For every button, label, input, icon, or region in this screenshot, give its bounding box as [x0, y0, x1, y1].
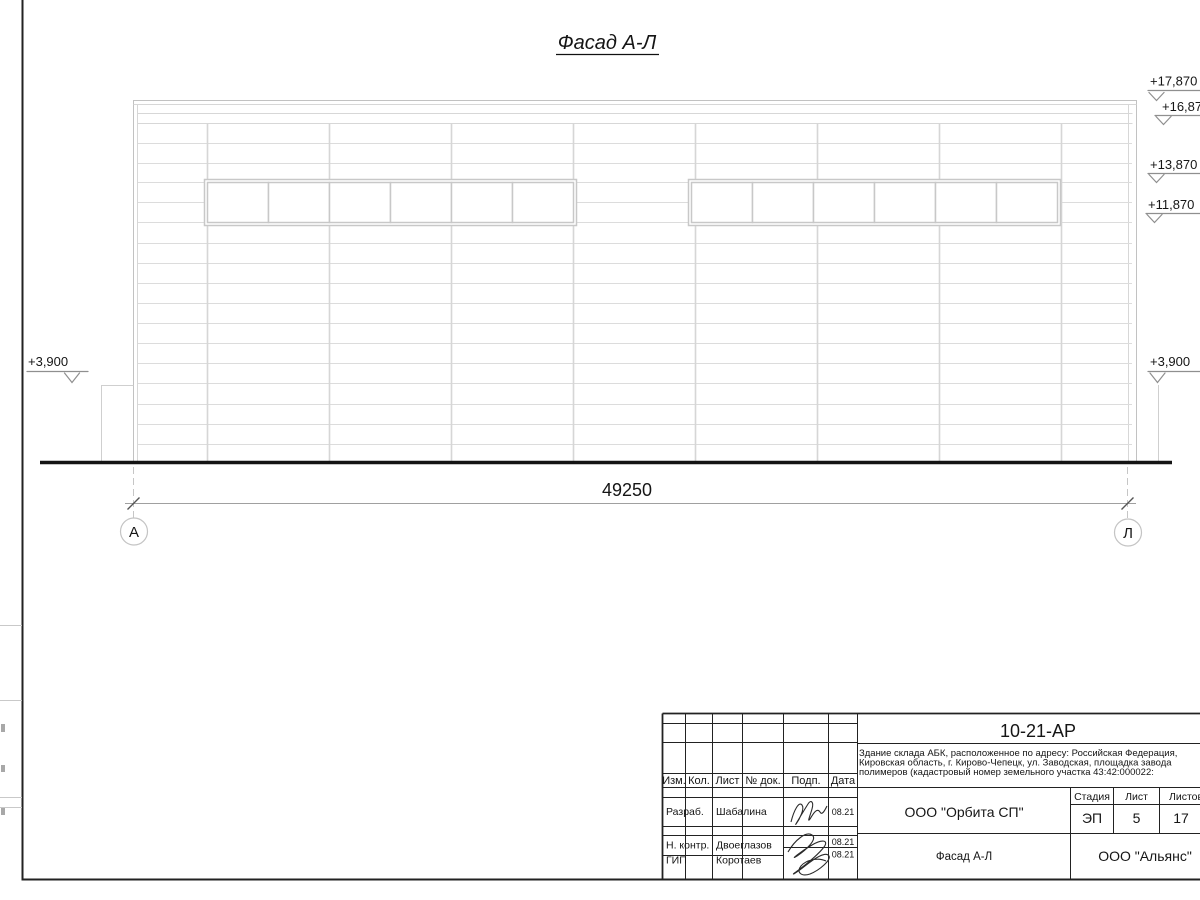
- window-band-right: [687, 178, 1062, 227]
- panel-horizontal-joints: [138, 143, 1132, 445]
- project-description: Здание склада АБК, расположенное по адре…: [859, 748, 1177, 778]
- date-nkontr: 08.21: [832, 837, 855, 847]
- left-margin-text-fragments: [1, 724, 5, 815]
- header-izm: Изм.: [662, 775, 686, 787]
- elevation-arrow-icon: [1147, 172, 1200, 184]
- signature-rows: Разраб. Шабалина 08.21 Н. контр. Двоегла…: [666, 800, 855, 876]
- sheet-value: 5: [1133, 810, 1141, 826]
- doc-number: 10-21-АР: [1000, 721, 1076, 741]
- header-doc: № док.: [745, 775, 780, 787]
- name-gip: Коротаев: [716, 855, 762, 867]
- title-block-headers: Изм. Кол. Лист № док. Подп. Дата: [662, 775, 856, 787]
- sheets-value: 17: [1173, 810, 1189, 826]
- header-data: Дата: [831, 775, 856, 787]
- elevation-mark-16870: +16,870: [1154, 99, 1200, 126]
- elevation-value: +17,870: [1150, 74, 1197, 89]
- facade-view: [40, 100, 1172, 465]
- title-block-border: [661, 712, 1200, 880]
- contractor-name: ООО "Альянс": [1098, 848, 1192, 864]
- elevation-mark-3900-right: +3,900: [1147, 354, 1200, 384]
- axis-label-left: А: [129, 524, 139, 541]
- elevation-marks: +17,870 +16,870 +13,870 +11,870 +3,900 +…: [26, 74, 1200, 384]
- elevation-mark-3900-left: +3,900: [26, 354, 89, 384]
- elevation-arrow-icon: [26, 370, 89, 384]
- elevation-value: +13,870: [1150, 157, 1197, 172]
- dimension-tick-icon: [127, 497, 1134, 510]
- left-margin-table-lines: [0, 625, 22, 808]
- header-list: Лист: [716, 775, 740, 787]
- header-podp: Подп.: [791, 775, 820, 787]
- building-outline: [133, 100, 1137, 462]
- title-block-horizontal-lines: [662, 723, 1200, 856]
- description-line-3: полимеров (кадастровый номер земельного …: [859, 767, 1154, 778]
- description-line-2: Кировская область, г. Кирово-Чепецк, ул.…: [859, 758, 1172, 769]
- dimension-value: 49250: [602, 480, 652, 500]
- header-stage: Стадия: [1074, 791, 1110, 803]
- dimension-and-axes: 49250 А Л: [119, 467, 1143, 547]
- date-razrab: 08.21: [832, 807, 855, 817]
- elevation-value: +16,870: [1162, 99, 1200, 114]
- organization-name: ООО "Орбита СП": [904, 804, 1023, 820]
- window-band-left: [203, 178, 578, 227]
- drawing-name: Фасад А-Л: [936, 851, 992, 863]
- elevation-mark-13870: +13,870: [1147, 157, 1200, 184]
- elevation-value: +3,900: [28, 354, 68, 369]
- view-title: Фасад А-Л: [556, 32, 659, 56]
- axis-bubble-right: [1113, 518, 1143, 547]
- name-razrab: Шабалина: [716, 806, 767, 818]
- header-sheet: Лист: [1125, 791, 1148, 803]
- description-line-1: Здание склада АБК, расположенное по адре…: [859, 748, 1177, 759]
- stage-sheet-block: Стадия Лист Листов ЭП 5 17: [1074, 791, 1200, 826]
- elevation-value: +3,900: [1150, 354, 1190, 369]
- elevation-arrow-icon: [1147, 89, 1200, 102]
- signature-razrab-icon: [790, 800, 828, 825]
- header-kol: Кол.: [688, 775, 710, 787]
- elevation-value: +11,870: [1148, 197, 1194, 212]
- title-block: Изм. Кол. Лист № док. Подп. Дата 10-21-А…: [661, 712, 1200, 880]
- annex-outline: [101, 385, 134, 462]
- role-razrab: Разраб.: [666, 806, 704, 818]
- stage-value: ЭП: [1082, 810, 1102, 826]
- sheet-frame: [0, 0, 1200, 881]
- elevation-arrow-icon: [1145, 212, 1200, 224]
- parapet-lines: [133, 104, 1137, 124]
- date-gip: 08.21: [832, 850, 855, 860]
- elevation-mark-11870: +11,870: [1145, 197, 1200, 224]
- panel-vertical-joints: [206, 123, 1063, 462]
- name-nkontr: Двоеглазов: [716, 840, 772, 852]
- signature-gip-icon: [787, 833, 830, 876]
- elevation-arrow-icon: [1154, 114, 1200, 126]
- role-gip: ГИП: [666, 855, 687, 867]
- role-nkontr: Н. контр.: [666, 840, 709, 852]
- header-sheets: Листов: [1169, 791, 1200, 803]
- axis-bubble-left: [119, 517, 149, 546]
- elevation-arrow-icon: [1147, 370, 1200, 384]
- elevation-mark-17870: +17,870: [1147, 74, 1200, 102]
- view-title-text: Фасад А-Л: [558, 32, 657, 54]
- axis-extension-lines: [133, 467, 1128, 518]
- axis-label-right: Л: [1123, 525, 1133, 542]
